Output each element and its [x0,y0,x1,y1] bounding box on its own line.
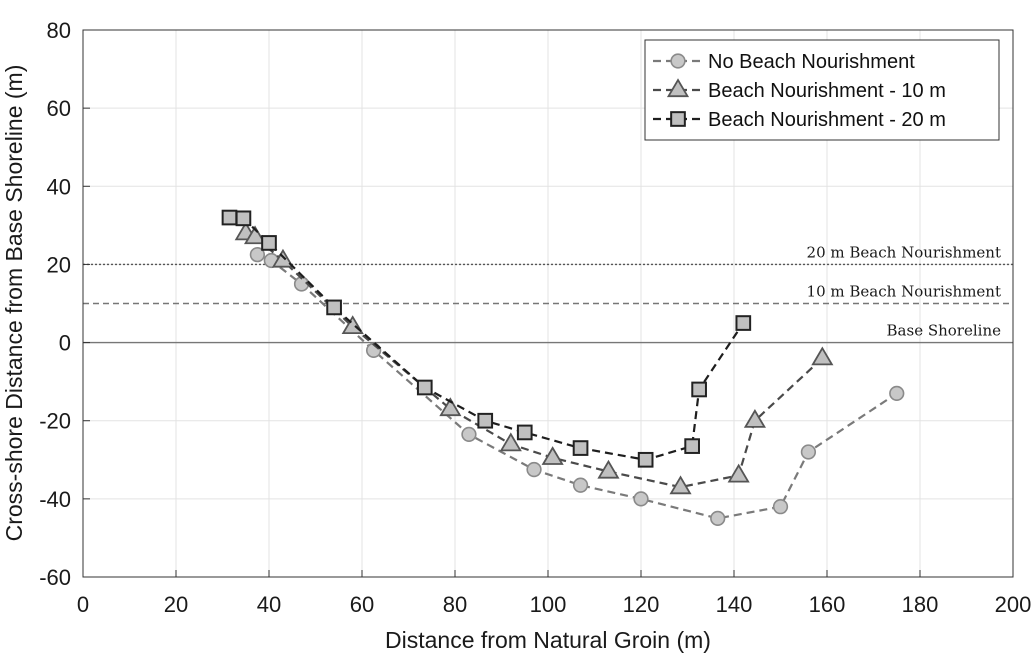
series-circle [249,247,905,527]
data-point-triangle [727,463,750,483]
data-point-triangle [243,225,267,245]
y-axis-label: Cross-shore Distance from Base Shoreline… [1,65,27,542]
legend-label: Beach Nourishment - 10 m [708,80,946,102]
data-point-circle [526,461,542,478]
x-tick-label: 80 [443,592,467,617]
series-line [245,232,824,489]
data-point-square [416,379,433,396]
reference-line-label: 10 m Beach Nourishment [807,283,1001,301]
x-tick-label: 0 [77,592,89,617]
data-point-square [735,315,752,331]
data-point-square [684,438,700,454]
y-tick-label: 60 [47,96,71,121]
data-point-triangle [811,346,834,366]
data-point-circle [772,499,789,515]
data-point-triangle [499,432,522,452]
y-tick-label: 80 [47,18,71,43]
legend-box [644,39,1000,141]
legend-marker-triangle [666,78,690,98]
data-point-triangle [271,248,295,268]
data-point-triangle [743,408,766,428]
data-point-circle [889,385,905,402]
x-tick-label: 20 [164,592,188,617]
data-point-circle [710,510,726,527]
series-triangle [234,221,834,495]
data-point-circle [572,477,589,493]
data-point-square [572,440,589,456]
y-tick-label: -20 [39,409,71,434]
series-layer [221,209,905,527]
data-point-circle [249,247,266,263]
y-tick-label: 40 [47,174,71,199]
legend: No Beach Nourishment Beach Nourishment - … [644,39,1000,141]
series-square [221,209,752,468]
x-tick-label: 180 [902,592,939,617]
legend-marker-square [670,111,686,127]
data-point-square [691,381,707,398]
x-tick-label: 160 [809,592,846,617]
legend-marker-circle [670,53,686,69]
reference-lines: 20 m Beach Nourishment 10 m Beach Nourish… [83,243,1013,344]
legend-label: Beach Nourishment - 20 m [708,109,946,131]
data-point-triangle [669,475,692,495]
data-point-square [235,210,252,227]
data-point-square [477,412,494,429]
data-point-circle [461,426,477,443]
reference-line-label: 20 m Beach Nourishment [807,243,1001,261]
tick-labels: 0 20 40 60 80 100 120 140 160 180 200 -60 -40 -20 0 20 4… [39,18,1031,617]
data-point-square [326,299,342,316]
x-tick-label: 200 [995,592,1032,617]
data-point-square [637,451,654,468]
x-tick-label: 60 [350,592,374,617]
reference-line-label: Base Shoreline [887,322,1002,340]
x-axis-label: Distance from Natural Groin (m) [385,627,711,653]
y-tick-label: 20 [47,252,71,277]
x-tick-label: 120 [623,592,660,617]
data-point-circle [633,491,649,507]
data-point-circle [800,444,817,460]
x-tick-label: 100 [530,592,567,617]
y-tick-label: 0 [59,331,71,356]
data-point-triangle [597,459,620,479]
y-tick-label: -40 [39,487,71,512]
y-tick-label: -60 [39,565,71,590]
data-point-triangle [541,446,564,465]
data-point-square [221,209,238,226]
x-tick-label: 40 [257,592,281,617]
data-point-square [261,235,277,251]
legend-label: No Beach Nourishment [708,51,915,73]
data-point-square [516,424,533,441]
x-tick-label: 140 [716,592,753,617]
data-point-triangle [439,397,462,417]
